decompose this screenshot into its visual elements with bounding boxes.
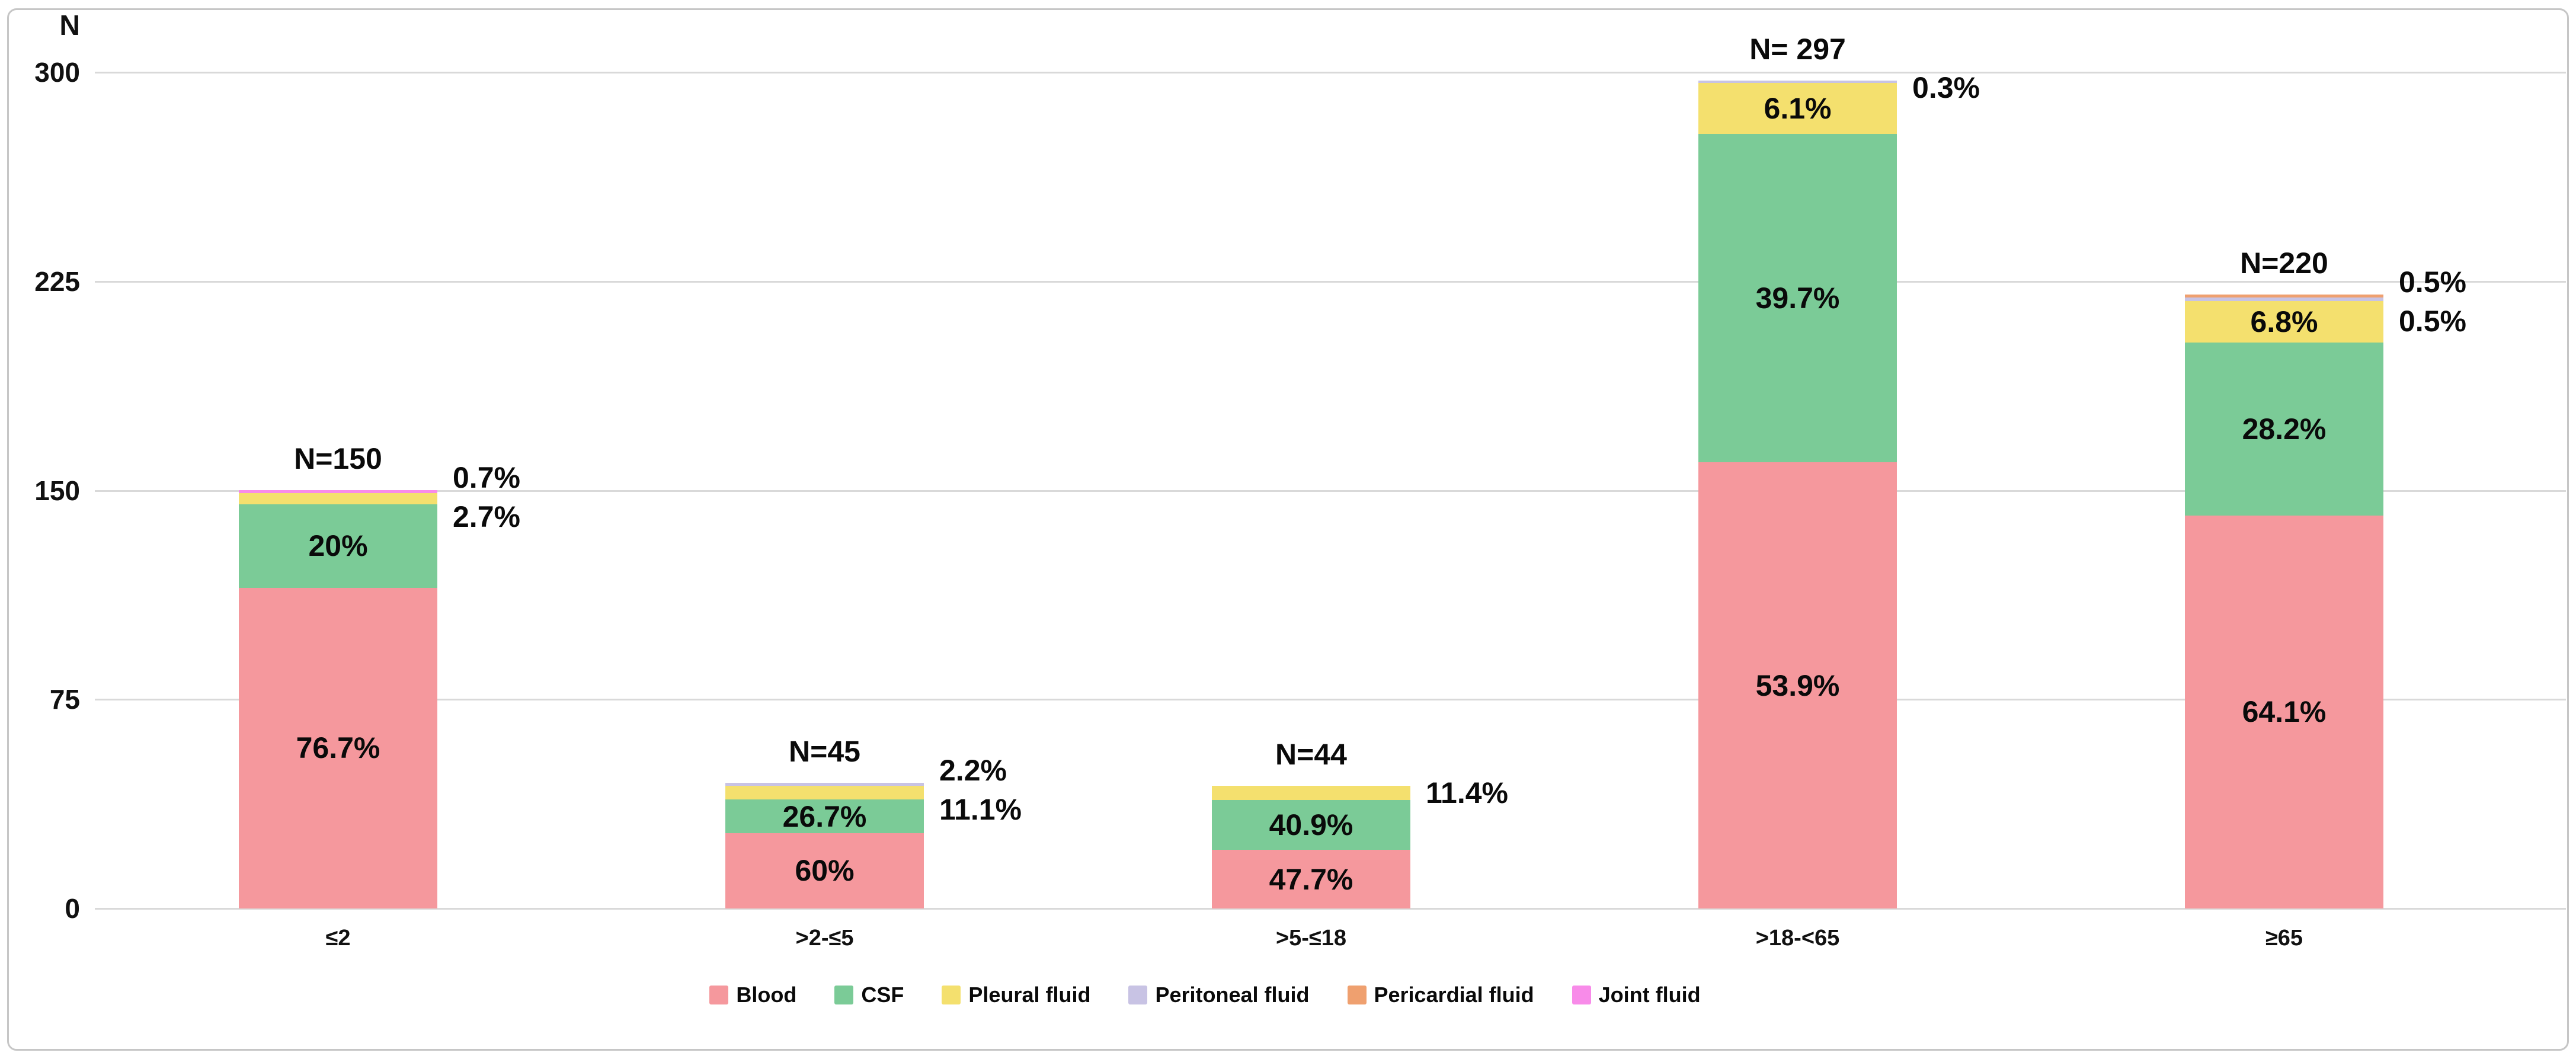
legend-label: Pericardial fluid [1374, 983, 1534, 1007]
outside-label-column: 0.5% 0.5% [2399, 263, 2466, 341]
outside-segment-label: 11.1% [939, 793, 1022, 827]
gridline-75 [95, 699, 2566, 701]
bar-segment [2185, 297, 2383, 301]
bar-segment: 47.7% [1212, 850, 1410, 908]
chart-frame [7, 8, 2569, 1051]
outside-label-column: 0.7% 2.7% [453, 458, 520, 536]
bar-segment [725, 786, 924, 800]
bar-segment: 76.7% [239, 587, 437, 908]
outside-label-column: 11.4% [1426, 773, 1508, 812]
bar-segment [2185, 295, 2383, 298]
bar-segment: 28.2% [2185, 342, 2383, 516]
category-label: >5-≤18 [1275, 926, 1347, 951]
outside-segment-label: 2.7% [453, 500, 520, 533]
bar-segment [725, 783, 924, 786]
legend-item: Joint fluid [1572, 983, 1701, 1007]
legend-label: Peritoneal fluid [1155, 983, 1310, 1007]
bar-segment: 53.9% [1698, 462, 1897, 908]
gridline-0 [95, 908, 2566, 910]
legend-swatch-icon [1572, 986, 1591, 1004]
legend-item: Blood [709, 983, 796, 1007]
segment-label: 76.7% [296, 731, 380, 765]
legend-label: Pleural fluid [968, 983, 1091, 1007]
legend-item: Peritoneal fluid [1128, 983, 1310, 1007]
outside-segment-label: 11.4% [1426, 776, 1509, 810]
y-tick-0: 0 [65, 893, 80, 924]
bar-segment: 6.8% [2185, 300, 2383, 343]
category-label: >18-<65 [1755, 926, 1840, 951]
segment-label: 26.7% [782, 799, 867, 833]
segment-label: 47.7% [1269, 862, 1353, 896]
bar-segment: 26.7% [725, 799, 924, 833]
segment-label: 6.1% [1764, 91, 1832, 125]
gridline-300 [95, 72, 2566, 73]
segment-label: 39.7% [1755, 281, 1840, 315]
bar-segment: 64.1% [2185, 515, 2383, 908]
bar-segment [239, 492, 437, 504]
bar-segment: 60% [725, 833, 924, 908]
bar-total-label: N=150 [294, 441, 382, 475]
bar-segment [1698, 81, 1897, 84]
bar-segment [239, 489, 437, 493]
category-label: ≥65 [2265, 926, 2303, 951]
outside-segment-label: 0.7% [453, 460, 520, 494]
bar-total-label: N= 297 [1749, 33, 1846, 66]
outside-label-column: 0.3% [1912, 68, 1980, 107]
legend-row: Blood CSF Pleural fluid Peritoneal fluid Per… [709, 983, 1701, 1007]
outside-segment-label: 2.2% [939, 754, 1007, 788]
legend-item: CSF [834, 983, 904, 1007]
legend-swatch-icon [1128, 986, 1148, 1004]
legend-swatch-icon [834, 986, 854, 1004]
y-tick-75: 75 [49, 684, 80, 715]
bar-total-label: N=45 [789, 735, 860, 769]
gridline-150 [95, 489, 2566, 492]
bar-total-label: N=44 [1275, 738, 1347, 772]
legend-label: Joint fluid [1598, 983, 1701, 1007]
bar-segment: 40.9% [1212, 799, 1410, 850]
segment-label: 64.1% [2242, 695, 2327, 729]
bar-segment: 6.1% [1698, 83, 1897, 134]
legend-swatch-icon [942, 986, 961, 1004]
bar-segment: 20% [239, 504, 437, 588]
category-label: ≤2 [325, 926, 351, 951]
segment-label: 28.2% [2242, 412, 2327, 446]
legend-swatch-icon [1347, 986, 1367, 1004]
legend-label: Blood [736, 983, 797, 1007]
legend-swatch-icon [709, 986, 729, 1004]
gridline-225 [95, 280, 2566, 283]
outside-segment-label: 0.3% [1912, 71, 1980, 105]
bar-total-label: N=220 [2240, 247, 2328, 280]
legend: Blood CSF Pleural fluid Peritoneal fluid Per… [0, 983, 2576, 1007]
outside-label-column: 2.2% 11.1% [939, 751, 1022, 829]
segment-label: 20% [308, 529, 368, 563]
bar-segment [1212, 786, 1410, 800]
bar-segment: 39.7% [1698, 133, 1897, 463]
legend-item: Pleural fluid [942, 983, 1090, 1007]
legend-label: CSF [861, 983, 904, 1007]
outside-segment-label: 0.5% [2399, 305, 2466, 338]
y-tick-225: 225 [34, 265, 80, 297]
category-label: >2-≤5 [795, 926, 854, 951]
y-tick-300: 300 [34, 57, 80, 88]
y-axis-title: N [59, 10, 80, 41]
segment-label: 6.8% [2250, 305, 2318, 338]
outside-segment-label: 0.5% [2399, 265, 2466, 299]
segment-label: 60% [795, 854, 855, 888]
y-tick-150: 150 [34, 475, 80, 506]
segment-label: 53.9% [1755, 668, 1840, 702]
legend-item: Pericardial fluid [1347, 983, 1534, 1007]
segment-label: 40.9% [1269, 808, 1353, 842]
